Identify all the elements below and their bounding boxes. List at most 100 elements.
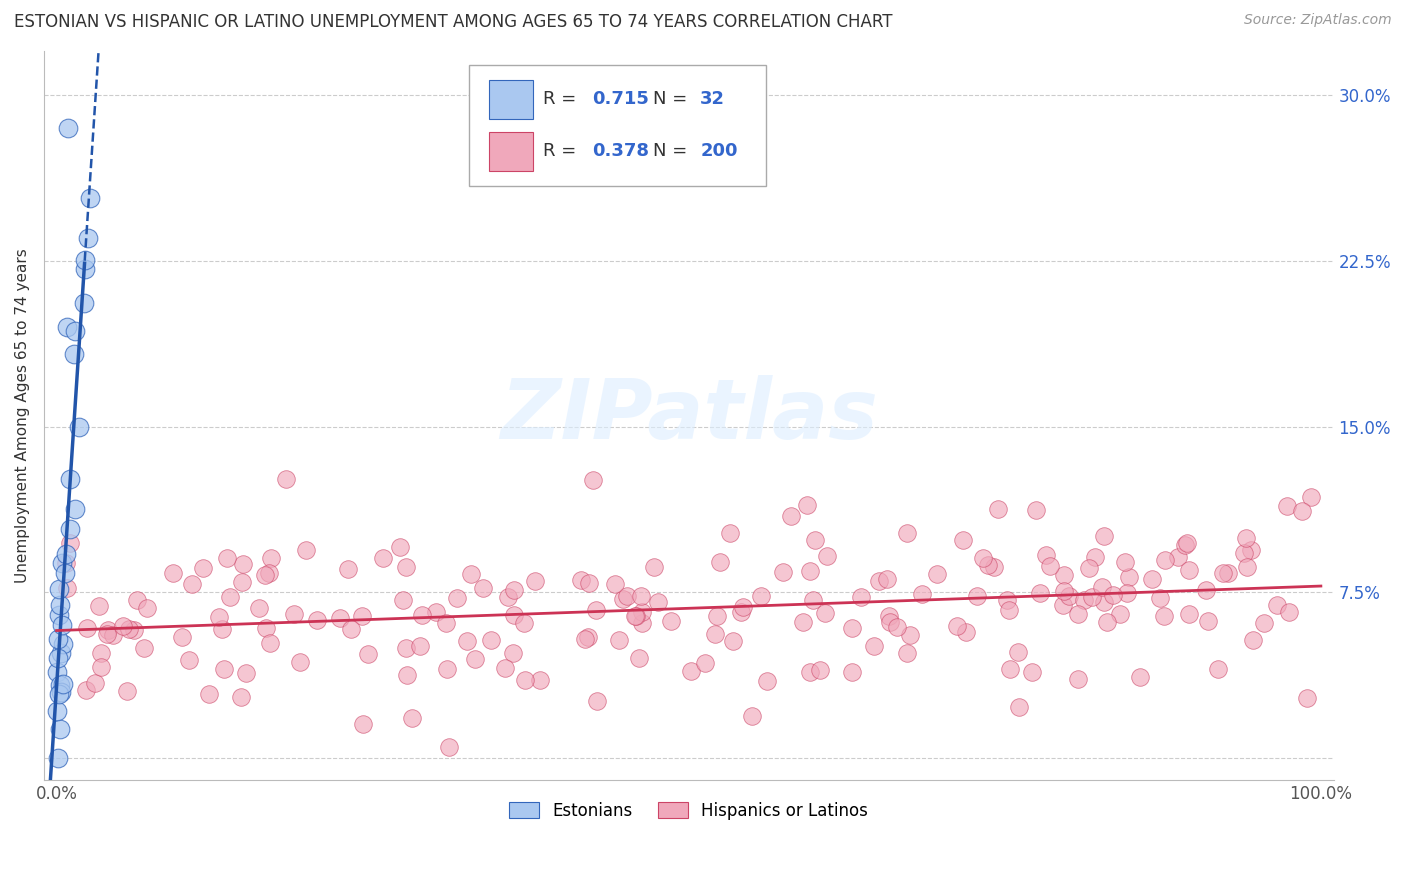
- Point: [49, 646, 72, 660]
- Point: [63, 324, 86, 338]
- Point: [1178, 607, 1201, 621]
- Point: [254, 622, 277, 636]
- Point: [977, 558, 1000, 573]
- Text: R =: R =: [543, 90, 582, 109]
- Point: [55, 547, 77, 561]
- Point: [46, 751, 69, 765]
- Point: [180, 576, 202, 591]
- Point: [1240, 542, 1263, 557]
- Point: [1241, 632, 1264, 647]
- Point: [48, 582, 70, 596]
- Point: [84, 675, 107, 690]
- Point: [586, 694, 609, 708]
- Point: [1067, 607, 1090, 621]
- Point: [1291, 504, 1313, 518]
- Point: [704, 627, 727, 641]
- Point: [1301, 490, 1323, 504]
- Point: [112, 619, 135, 633]
- Point: [67, 419, 90, 434]
- Point: [52, 637, 75, 651]
- Point: [48, 687, 70, 701]
- Point: [494, 661, 516, 675]
- Text: N =: N =: [652, 90, 693, 109]
- Point: [576, 631, 599, 645]
- Point: [1084, 549, 1107, 564]
- Point: [253, 568, 276, 582]
- Point: [63, 502, 86, 516]
- Point: [172, 630, 194, 644]
- Point: [627, 650, 650, 665]
- Point: [496, 591, 519, 605]
- Point: [274, 472, 297, 486]
- Point: [90, 660, 112, 674]
- Point: [75, 262, 97, 277]
- Point: [1057, 589, 1080, 603]
- Point: [87, 599, 110, 613]
- Point: [955, 625, 977, 640]
- Point: [876, 572, 898, 586]
- Point: [260, 551, 283, 566]
- Point: [1167, 549, 1189, 564]
- Point: [177, 652, 200, 666]
- Point: [63, 346, 86, 360]
- Point: [1091, 580, 1114, 594]
- Point: [998, 602, 1021, 616]
- Point: [911, 587, 934, 601]
- Point: [1129, 670, 1152, 684]
- Point: [582, 473, 605, 487]
- Point: [1021, 665, 1043, 679]
- Point: [1109, 607, 1132, 621]
- Point: [515, 673, 537, 688]
- Point: [1008, 700, 1031, 714]
- Point: [52, 677, 75, 691]
- Point: [392, 592, 415, 607]
- Point: [574, 632, 596, 646]
- Point: [1177, 563, 1199, 577]
- Point: [90, 646, 112, 660]
- Point: [1095, 615, 1118, 629]
- Point: [446, 591, 468, 606]
- Point: [879, 609, 901, 624]
- Point: [585, 603, 607, 617]
- Point: [247, 601, 270, 615]
- Point: [97, 623, 120, 637]
- Point: [1195, 582, 1218, 597]
- Point: [927, 566, 949, 581]
- Point: [792, 615, 814, 630]
- Point: [1025, 503, 1047, 517]
- Point: [48, 608, 70, 623]
- Point: [231, 575, 253, 590]
- Point: [1212, 566, 1234, 581]
- Point: [851, 590, 873, 604]
- Point: [135, 600, 157, 615]
- Point: [436, 662, 458, 676]
- Point: [46, 704, 69, 718]
- Point: [49, 598, 72, 612]
- Point: [631, 615, 654, 630]
- Legend: Estonians, Hispanics or Latinos: Estonians, Hispanics or Latinos: [502, 796, 875, 827]
- Point: [946, 619, 969, 633]
- Point: [336, 562, 359, 576]
- Point: [1073, 592, 1095, 607]
- Point: [631, 605, 654, 619]
- Point: [288, 655, 311, 669]
- Point: [886, 620, 908, 634]
- Point: [1216, 566, 1239, 580]
- Point: [643, 560, 665, 574]
- Point: [896, 526, 918, 541]
- Text: ZIPatlas: ZIPatlas: [499, 375, 877, 456]
- Point: [862, 639, 884, 653]
- Point: [695, 656, 717, 670]
- Point: [395, 668, 418, 682]
- Point: [755, 674, 778, 689]
- Point: [395, 640, 418, 655]
- Point: [998, 662, 1021, 676]
- Point: [801, 592, 824, 607]
- Point: [59, 536, 82, 550]
- Text: ESTONIAN VS HISPANIC OR LATINO UNEMPLOYMENT AMONG AGES 65 TO 74 YEARS CORRELATIO: ESTONIAN VS HISPANIC OR LATINO UNEMPLOYM…: [14, 13, 893, 31]
- Point: [1197, 614, 1219, 628]
- Point: [1277, 499, 1299, 513]
- Point: [578, 575, 600, 590]
- Point: [1253, 616, 1275, 631]
- Point: [630, 589, 652, 603]
